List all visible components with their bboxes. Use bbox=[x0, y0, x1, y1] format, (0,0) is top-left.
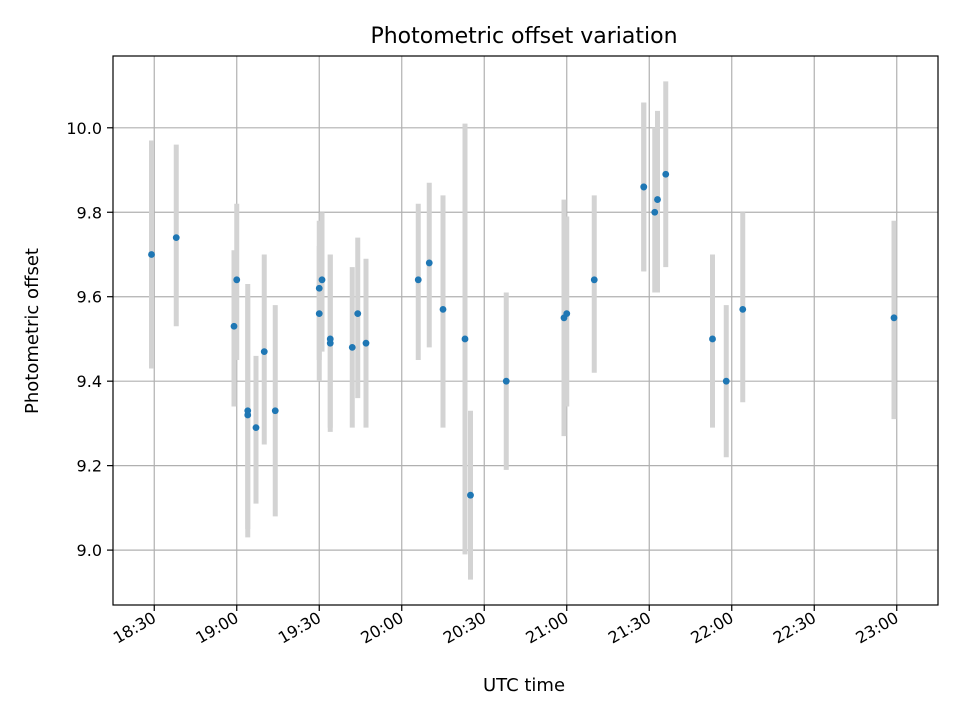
data-point bbox=[739, 305, 747, 313]
data-point bbox=[354, 310, 362, 318]
data-point bbox=[590, 276, 598, 284]
y-tick-label: 9.0 bbox=[77, 541, 102, 560]
y-tick-label: 9.8 bbox=[77, 203, 102, 222]
y-axis-label: Photometric offset bbox=[22, 248, 43, 414]
chart-title: Photometric offset variation bbox=[370, 24, 677, 49]
data-point bbox=[260, 348, 268, 356]
x-tick-label: 20:30 bbox=[440, 608, 489, 648]
data-point bbox=[563, 310, 571, 318]
data-point bbox=[233, 276, 241, 284]
x-tick-label: 21:00 bbox=[522, 608, 571, 648]
data-point bbox=[502, 377, 510, 385]
data-point bbox=[414, 276, 422, 284]
data-point bbox=[425, 259, 433, 267]
data-point bbox=[709, 335, 716, 343]
data-point bbox=[230, 322, 238, 330]
data-point bbox=[640, 183, 648, 191]
y-axis-ticks: 9.0 9.2 9.4 9.6 9.8 10.0 bbox=[66, 119, 113, 560]
data-point bbox=[148, 251, 155, 258]
x-axis-ticks: 18:30 19:00 19:30 20:00 20:30 21:00 21:30 22:00… bbox=[110, 605, 902, 648]
data-point bbox=[362, 339, 370, 347]
x-tick-label: 20:00 bbox=[357, 608, 406, 648]
x-tick-label: 21:30 bbox=[605, 608, 654, 648]
data-point bbox=[315, 310, 323, 318]
data-point bbox=[461, 335, 469, 343]
plot-frame bbox=[112, 55, 939, 606]
error-bars bbox=[149, 81, 897, 580]
data-point bbox=[315, 284, 323, 292]
data-point bbox=[252, 424, 260, 432]
data-point bbox=[318, 276, 326, 284]
x-tick-label: 19:30 bbox=[275, 608, 324, 648]
x-tick-label: 22:30 bbox=[770, 608, 819, 648]
data-point bbox=[439, 305, 447, 313]
y-tick-label: 10.0 bbox=[66, 119, 102, 138]
x-tick-label: 18:30 bbox=[110, 608, 159, 648]
data-point bbox=[348, 343, 356, 351]
data-point bbox=[172, 234, 180, 241]
y-tick-label: 9.6 bbox=[77, 288, 102, 307]
data-point bbox=[662, 170, 670, 178]
data-points bbox=[148, 170, 898, 499]
x-tick-label: 22:00 bbox=[687, 608, 736, 648]
data-point bbox=[271, 407, 279, 415]
x-tick-label: 19:00 bbox=[192, 608, 241, 648]
y-tick-label: 9.4 bbox=[77, 372, 102, 391]
data-point bbox=[244, 411, 252, 419]
data-point bbox=[722, 377, 730, 385]
data-point bbox=[326, 335, 334, 343]
x-axis-label: UTC time bbox=[483, 675, 565, 696]
y-tick-label: 9.2 bbox=[77, 457, 102, 476]
data-point bbox=[654, 196, 661, 203]
data-point bbox=[651, 208, 659, 216]
data-point bbox=[890, 314, 898, 322]
data-point bbox=[467, 491, 474, 499]
x-tick-label: 23:00 bbox=[852, 608, 901, 648]
